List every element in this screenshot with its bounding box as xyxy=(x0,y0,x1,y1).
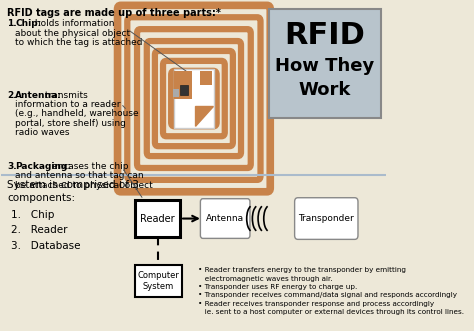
Text: Antenna:: Antenna: xyxy=(15,91,62,100)
Text: electromagnetic waves through air.: electromagnetic waves through air. xyxy=(198,276,333,282)
Text: 3.: 3. xyxy=(7,162,17,171)
Text: RFID: RFID xyxy=(285,21,365,50)
Text: Reader: Reader xyxy=(140,213,175,223)
Text: about the physical object: about the physical object xyxy=(15,29,130,38)
Text: to which the tag is attached: to which the tag is attached xyxy=(15,38,143,47)
FancyBboxPatch shape xyxy=(136,200,180,237)
Text: Work: Work xyxy=(299,81,351,99)
Text: RFID tags are made up of three parts:*: RFID tags are made up of three parts:* xyxy=(7,8,221,18)
FancyBboxPatch shape xyxy=(135,265,182,297)
FancyBboxPatch shape xyxy=(180,85,188,95)
Text: transmits: transmits xyxy=(42,91,88,100)
Text: 1.: 1. xyxy=(7,19,17,28)
Text: System is comprised of 3
components:: System is comprised of 3 components: xyxy=(7,180,139,203)
Text: ie. sent to a host computer or external devices through its control lines.: ie. sent to a host computer or external … xyxy=(198,309,464,315)
FancyBboxPatch shape xyxy=(201,199,250,238)
Text: • Transponder uses RF energy to charge up.: • Transponder uses RF energy to charge u… xyxy=(198,284,357,290)
FancyBboxPatch shape xyxy=(201,71,212,85)
Text: Chip:: Chip: xyxy=(15,19,41,28)
FancyBboxPatch shape xyxy=(295,198,358,239)
Text: Computer
System: Computer System xyxy=(137,271,179,291)
Text: Packaging:: Packaging: xyxy=(15,162,71,171)
Polygon shape xyxy=(195,107,213,126)
Text: holds information: holds information xyxy=(32,19,114,28)
Text: Transponder: Transponder xyxy=(299,214,354,223)
Text: (e.g., handheld, warehouse: (e.g., handheld, warehouse xyxy=(15,110,139,118)
Text: • Reader transfers energy to the transponder by emitting: • Reader transfers energy to the transpo… xyxy=(198,267,406,273)
Text: • Transponder receives command/data signal and responds accordingly: • Transponder receives command/data sign… xyxy=(198,292,457,299)
Text: • Reader receives transponder response and process accordingly: • Reader receives transponder response a… xyxy=(198,301,434,307)
Text: be attached to physical object: be attached to physical object xyxy=(15,181,153,190)
Text: encases the chip: encases the chip xyxy=(48,162,128,171)
Text: 1.   Chip: 1. Chip xyxy=(11,210,55,220)
Text: How They: How They xyxy=(275,57,375,75)
FancyBboxPatch shape xyxy=(269,9,381,118)
Text: radio waves: radio waves xyxy=(15,128,70,137)
Text: 2.   Reader: 2. Reader xyxy=(11,225,68,235)
Text: and antenna so that tag can: and antenna so that tag can xyxy=(15,171,144,180)
Text: Antenna: Antenna xyxy=(206,214,244,223)
Text: 2.: 2. xyxy=(7,91,17,100)
Text: 3.   Database: 3. Database xyxy=(11,241,81,251)
FancyBboxPatch shape xyxy=(174,71,192,99)
Text: portal, store shelf) using: portal, store shelf) using xyxy=(15,119,126,128)
Text: information to a reader: information to a reader xyxy=(15,100,121,109)
FancyBboxPatch shape xyxy=(173,89,179,97)
FancyBboxPatch shape xyxy=(173,69,214,128)
